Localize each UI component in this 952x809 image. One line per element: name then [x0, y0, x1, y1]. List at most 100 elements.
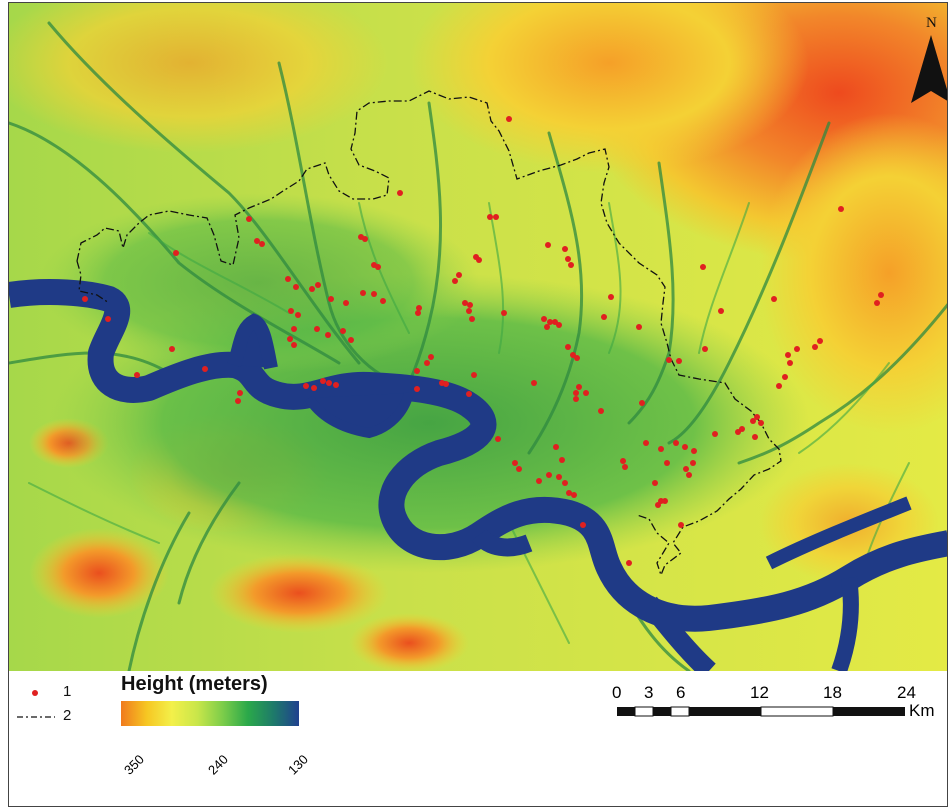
sample-point	[259, 241, 265, 247]
sample-point	[878, 292, 884, 298]
sample-point	[794, 346, 800, 352]
sample-point	[291, 326, 297, 332]
sample-point	[683, 466, 689, 472]
sample-point	[568, 262, 574, 268]
sample-point	[325, 332, 331, 338]
sample-point	[771, 296, 777, 302]
sample-point	[598, 408, 604, 414]
north-label: N	[926, 15, 937, 31]
sample-point	[466, 308, 472, 314]
sample-point	[254, 238, 260, 244]
legend-item-1-label: 1	[63, 683, 72, 700]
sample-point	[690, 460, 696, 466]
sample-point	[287, 336, 293, 342]
sample-point	[246, 216, 252, 222]
sample-point	[309, 286, 315, 292]
sample-point	[285, 276, 291, 282]
scale-label-24: 24	[897, 683, 916, 702]
scale-label-3: 3	[644, 683, 654, 702]
sample-point	[237, 390, 243, 396]
sample-point	[739, 426, 745, 432]
sample-point	[608, 294, 614, 300]
scale-bar-graphic	[617, 706, 905, 717]
sample-point	[702, 346, 708, 352]
sample-point	[544, 324, 550, 330]
sample-point	[235, 398, 241, 404]
sample-point	[328, 296, 334, 302]
sample-point	[556, 322, 562, 328]
sample-point	[501, 310, 507, 316]
sample-point	[620, 458, 626, 464]
sample-point	[295, 312, 301, 318]
sample-point	[303, 383, 309, 389]
sample-point	[686, 472, 692, 478]
sample-point	[371, 291, 377, 297]
sample-point	[416, 305, 422, 311]
sample-point	[652, 480, 658, 486]
sample-point	[676, 358, 682, 364]
sample-point	[545, 242, 551, 248]
sample-point	[506, 116, 512, 122]
sample-point	[812, 344, 818, 350]
legend-item-2-label: 2	[63, 707, 72, 724]
scale-label-18: 18	[823, 683, 842, 702]
sample-point	[452, 278, 458, 284]
sample-point	[326, 380, 332, 386]
sample-point	[415, 310, 421, 316]
sample-point	[574, 355, 580, 361]
sample-point	[580, 522, 586, 528]
sample-point	[424, 360, 430, 366]
sample-point	[466, 391, 472, 397]
sample-point	[333, 382, 339, 388]
sample-point	[573, 396, 579, 402]
sample-point	[362, 236, 368, 242]
sample-point	[311, 385, 317, 391]
sample-point	[571, 492, 577, 498]
sample-point	[169, 346, 175, 352]
sample-point	[314, 326, 320, 332]
sample-point	[380, 298, 386, 304]
sample-point	[682, 444, 688, 450]
sample-point	[476, 257, 482, 263]
sample-point	[559, 457, 565, 463]
sample-point	[315, 282, 321, 288]
sample-point	[493, 214, 499, 220]
sample-point	[293, 284, 299, 290]
point-symbol-icon	[32, 690, 38, 696]
sample-point	[678, 522, 684, 528]
sample-point	[516, 466, 522, 472]
sample-point	[462, 300, 468, 306]
scale-label-12: 12	[750, 683, 769, 702]
height-color-ramp	[121, 701, 299, 726]
sample-point	[343, 300, 349, 306]
sample-point	[469, 316, 475, 322]
sample-point	[666, 357, 672, 363]
sample-point	[573, 390, 579, 396]
sample-point	[636, 324, 642, 330]
sample-point	[487, 214, 493, 220]
sample-point	[758, 420, 764, 426]
sample-point	[662, 498, 668, 504]
height-legend-title: Height (meters)	[121, 673, 268, 695]
sample-point	[712, 431, 718, 437]
scale-label-0: 0	[612, 683, 622, 702]
sample-point	[495, 436, 501, 442]
sample-point	[291, 342, 297, 348]
sample-point	[397, 190, 403, 196]
sample-point	[576, 384, 582, 390]
sample-point	[583, 390, 589, 396]
scale-unit: Km	[909, 701, 935, 720]
scale-label-6: 6	[676, 683, 686, 702]
sample-point	[785, 352, 791, 358]
sample-point	[601, 314, 607, 320]
sample-points	[82, 116, 884, 566]
sample-point	[414, 368, 420, 374]
legend-symbols	[17, 690, 55, 718]
sample-point	[105, 316, 111, 322]
sample-point	[428, 354, 434, 360]
sample-point	[782, 374, 788, 380]
sample-point	[202, 366, 208, 372]
sample-point	[691, 448, 697, 454]
sample-point	[622, 464, 628, 470]
height-tick-130: 130	[285, 751, 311, 778]
